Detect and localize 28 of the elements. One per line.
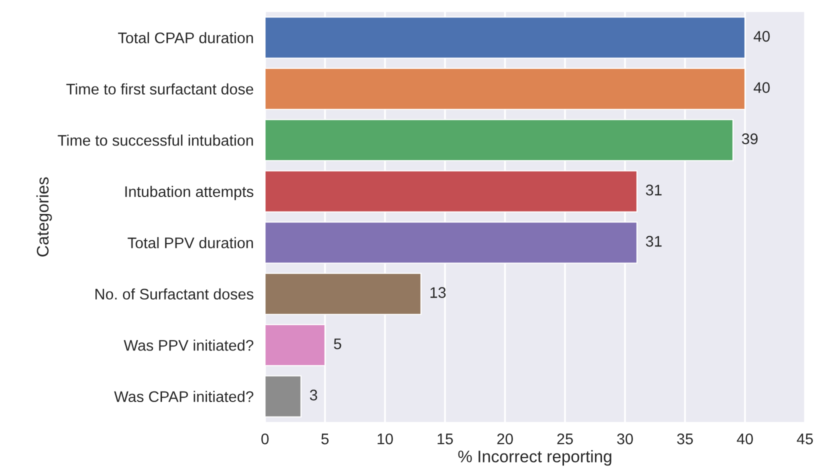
y-tick-label: No. of Surfactant doses (95, 288, 254, 300)
data-label: 5 (334, 338, 342, 350)
y-tick-label: Time to successful intubation (58, 134, 253, 146)
x-tick-label: 5 (321, 434, 329, 444)
y-tick-label: Total CPAP duration (118, 32, 253, 44)
y-tick-label: Intubation attempts (125, 186, 254, 200)
data-label: 31 (646, 236, 662, 247)
data-label: 40 (754, 30, 770, 42)
x-tick-label: 45 (796, 434, 813, 444)
x-tick-label: 10 (378, 434, 393, 444)
x-tick-label: 30 (617, 434, 633, 444)
x-tick-label: 25 (557, 434, 573, 444)
data-label: 39 (742, 133, 758, 144)
x-tick-label: 15 (438, 434, 453, 444)
data-label: 3 (310, 390, 318, 400)
data-label: 13 (430, 287, 446, 298)
y-tick-label: Time to first surfactant dose (66, 83, 254, 95)
y-tick-label: Was PPV initiated? (124, 340, 254, 351)
x-tick-label: 20 (497, 434, 513, 444)
x-axis-title: % Incorrect reporting (458, 450, 612, 466)
y-tick-label: Total PPV duration (128, 237, 253, 248)
data-label: 40 (754, 82, 770, 93)
data-label: 31 (646, 184, 662, 196)
x-tick-label: 40 (736, 434, 753, 444)
y-tick-label: Was CPAP initiated? (114, 390, 254, 402)
x-tick-label: 0 (261, 434, 269, 444)
y-axis-title: Categories (36, 177, 52, 256)
x-tick-label: 35 (677, 434, 693, 444)
